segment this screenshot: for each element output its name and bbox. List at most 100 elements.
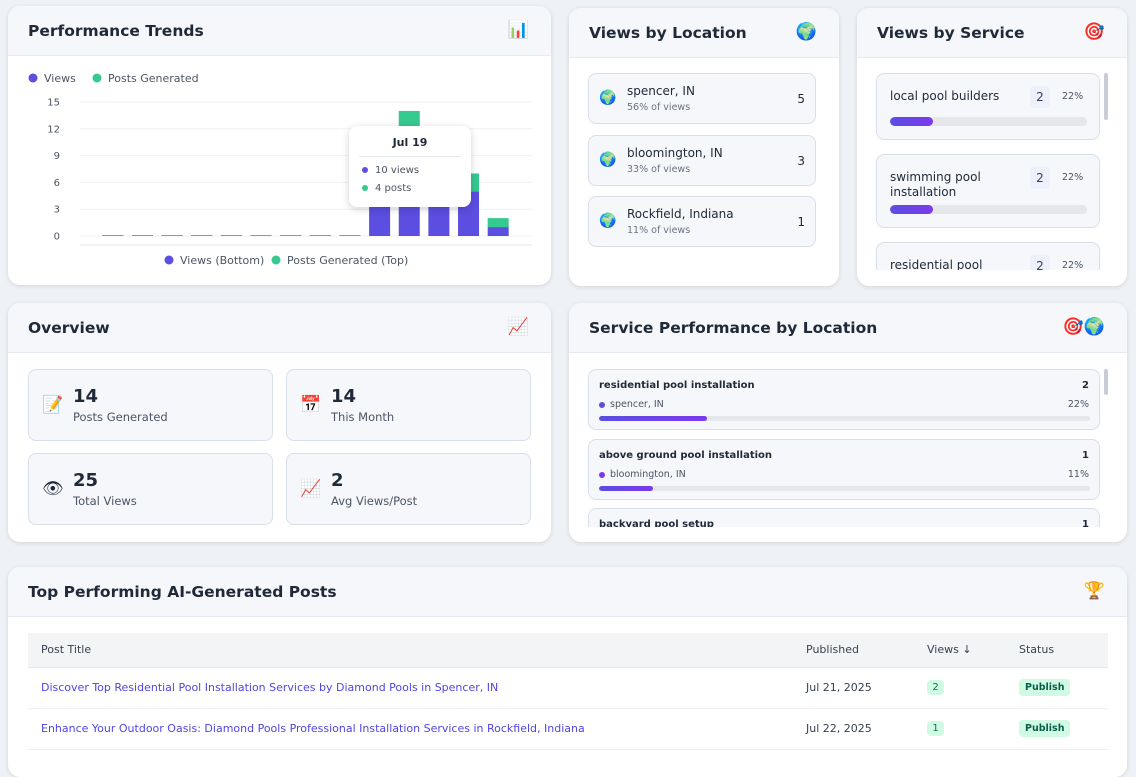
bar-segment [309,235,331,236]
service-count: 2 [1082,380,1089,391]
stat-value: 14 [73,386,99,407]
service-item: local pool builders 2 22% [876,73,1100,140]
progress-track [599,485,1090,491]
posts-table: Post Title Published Views ↓ Status Discover… [28,633,1108,777]
stat-value: 2 [331,470,344,491]
bar-segment [220,235,242,236]
location-views: 3 [797,153,805,168]
icon: 📈 [300,479,322,499]
views-cell: 2 [914,667,1006,708]
card-header: Views by Service 🎯 [857,8,1127,58]
stat-value: 25 [73,470,99,491]
progress-track [890,205,1087,214]
tooltip: Jul 19 10 views 4 posts [349,126,471,207]
card-header: Performance Trends 📊 [8,6,551,56]
icon: 🏆 [1083,581,1105,601]
card-title: Top Performing AI-Generated Posts [28,583,337,601]
count-badge: 2 [1030,167,1050,189]
percent-label: 22% [1062,172,1084,183]
icon: 📅 [300,395,322,415]
location-views: 5 [797,92,805,106]
bar-segment [487,218,509,228]
card-title: Service Performance by Location [589,319,878,337]
scrollbar[interactable] [1104,369,1108,395]
post-row: Enhance Your Outdoor Oasis: Diamond Pool… [28,708,1108,749]
status-cell: Publish [1006,708,1108,749]
column-header[interactable]: Views ↓ [927,643,972,657]
icon: 🎯 [1083,22,1105,42]
stat-box: 📈 2 Avg Views/Post [286,453,531,525]
bar-segment [191,235,213,236]
location-name: bloomington, IN [627,145,723,160]
bar-segment [102,235,124,236]
service-name: residential pool installation [599,380,755,391]
legend-label: Views (Bottom) [180,254,264,267]
service-location-list[interactable]: residential pool installation 2 spencer, I… [569,354,1127,527]
y-tick-label: 6 [54,178,60,189]
scrollbar[interactable] [1104,73,1108,120]
service-name: backyard pool setup [599,519,714,527]
y-tick-label: 3 [54,205,60,216]
column-header: Published [806,643,859,657]
stat-value: 14 [331,386,357,407]
post-title[interactable]: Discover Top Residential Pool Installati… [41,681,499,694]
stat-label: Avg Views/Post [331,494,418,508]
icon: 🌍 [599,90,617,106]
card-title: Views by Service [877,24,1025,42]
status-badge: Publish [1019,679,1071,696]
progress-fill [599,485,653,491]
bar-segment [339,235,361,236]
tooltip-title: Jul 19 [392,136,428,149]
percent-label: 22% [1062,91,1084,102]
card-header: Views by Location 🌍 [569,8,839,58]
legend-dot [164,255,174,265]
legend-dot [271,255,281,265]
location-name: spencer, IN [610,399,664,410]
y-tick-label: 15 [47,98,60,109]
bar-segment [280,235,302,236]
icon: 👁 [42,479,64,499]
tooltip-line: 10 views [362,165,419,176]
published: Jul 21, 2025 [806,681,872,694]
bar-segment [369,200,391,236]
card-header: Top Performing AI-Generated Posts 🏆 [8,567,1127,617]
location-item: 🌍 Rockfield, Indiana 11% of views 1 [588,196,816,247]
icon: 🎯🌍 [1062,317,1105,337]
views-badge: 1 [927,721,944,736]
tooltip-line: 4 posts [362,183,411,194]
dot [362,167,368,173]
y-tick-label: 9 [54,151,60,162]
percent-label: 11% [1067,468,1089,480]
published: Jul 22, 2025 [806,722,872,735]
icon: 📈 [507,317,529,337]
progress-track [890,117,1087,126]
post-title[interactable]: Enhance Your Outdoor Oasis: Diamond Pool… [41,722,585,735]
progress-fill [599,416,708,421]
icon: 🌍 [795,22,817,42]
location-item: 🌍 spencer, IN 56% of views 5 [588,73,816,124]
legend-dot [28,73,38,83]
location-share: 33% of views [627,163,691,175]
y-tick-label: 12 [47,124,60,135]
views-cell: 1 [914,708,1006,749]
location-name: spencer, IN [627,84,695,98]
location-name: bloomington, IN [610,468,686,480]
progress-fill [890,117,934,126]
post-row [28,749,1108,777]
icon: 🌍 [599,151,617,168]
column-header: Status [1019,643,1055,657]
card-header: Service Performance by Location 🎯🌍 [569,303,1127,353]
y-tick-label: 0 [54,232,60,243]
service-name: above ground pool installation [599,449,773,461]
dot [599,471,605,478]
card-title: Views by Location [589,24,747,42]
legend-label: Posts Generated [108,72,199,85]
percent-label: 22% [1062,260,1084,270]
overview-card: Overview 📈 📝 14 Posts Generated 📅 14 This Mont… [8,303,551,542]
service-count: 1 [1082,519,1089,527]
bar-segment [161,235,183,236]
location-share: 56% of views [627,102,691,113]
status-badge: Publish [1019,720,1071,737]
service-list[interactable]: local pool builders 2 22% swimming pool ins… [857,59,1127,270]
